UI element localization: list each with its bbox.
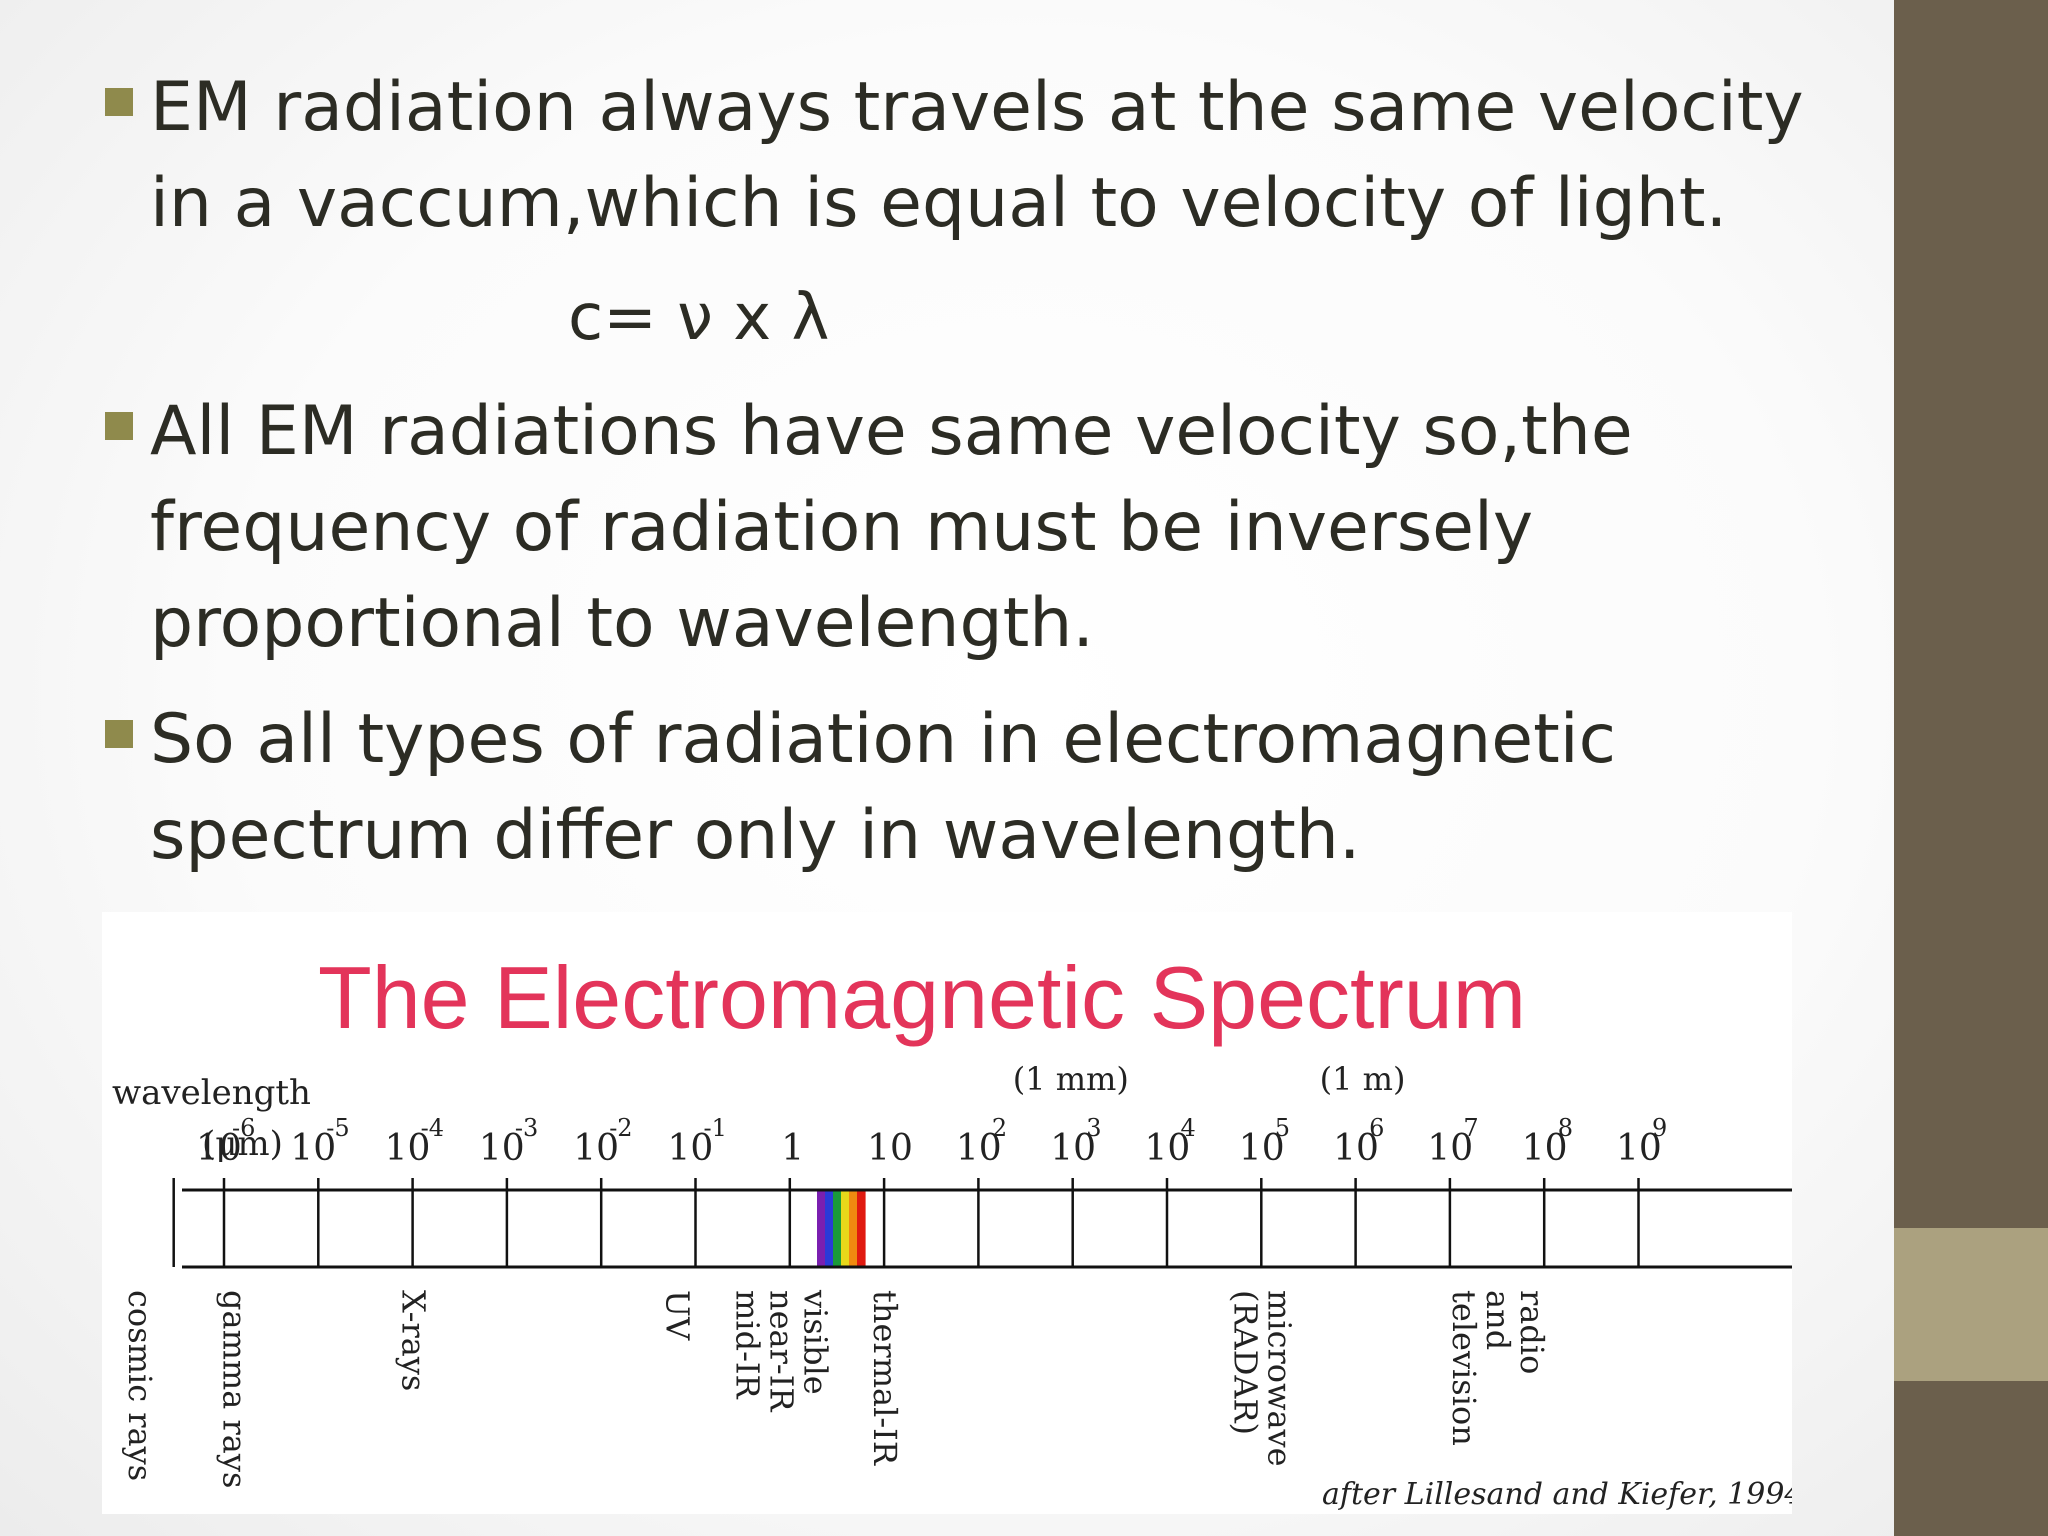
tick-label-exponent: 8 [1558,1114,1573,1142]
spectrum-title: The Electromagnetic Spectrum [317,948,1527,1047]
region-label: microwave [1260,1290,1298,1467]
one-m-marker: (1 m) [1320,1060,1406,1098]
tick-label-exponent: 9 [1652,1114,1667,1142]
tick-label-exponent: -4 [421,1114,444,1142]
tick-label-exponent: 6 [1369,1114,1384,1142]
em-spectrum-figure: The Electromagnetic Spectrum wavelength (… [102,912,1792,1514]
sidebar-accent [1894,1228,2048,1381]
visible-band-stripe [817,1190,826,1267]
region-label: visible [796,1289,834,1395]
visible-band-stripe [841,1190,850,1267]
region-label: radio [1513,1290,1551,1374]
region-label: X-rays [395,1290,433,1391]
visible-band-stripe [833,1190,842,1267]
bullet-marker [105,88,133,116]
bullet-text-3: So all types of radiation in electromagn… [150,700,1617,875]
tick-label-exponent: -6 [232,1114,255,1142]
tick-label-exponent: 5 [1275,1114,1290,1142]
visible-band-stripe [849,1190,858,1267]
tick-label-exponent: 7 [1463,1114,1478,1142]
tick-label: 10 [867,1128,913,1169]
tick-label-exponent: 2 [992,1114,1007,1142]
wavelength-label: wavelength [112,1073,311,1113]
region-label: near-IR [762,1290,800,1412]
tick-label: 1 [781,1128,804,1169]
spectrum-diagram: wavelength(μm)(1 mm) (1 m)10-6 10-5 10-4 10-… [112,1060,1792,1512]
tick-label: 10 [668,1128,714,1169]
region-label: mid-IR [728,1290,766,1400]
region-label: (RADAR) [1226,1290,1264,1435]
tick-label: 10 [1333,1128,1379,1169]
tick-label: 10 [196,1128,242,1169]
velocity-formula: c= ν x λ [568,281,830,355]
tick-label: 10 [1522,1128,1568,1169]
tick-label: 10 [1239,1128,1285,1169]
tick-label: 10 [573,1128,619,1169]
tick-label: 10 [1427,1128,1473,1169]
visible-band-stripe [825,1190,834,1267]
tick-label: 10 [1050,1128,1096,1169]
tick-label-exponent: -5 [326,1114,349,1142]
visible-band-stripe [857,1190,866,1267]
bullet-marker [105,720,133,748]
tick-label: 10 [1145,1128,1191,1169]
bullet-marker [105,412,133,440]
tick-label-exponent: 4 [1181,1114,1196,1142]
region-label: cosmic rays [121,1290,159,1481]
one-mm-marker: (1 mm) [1013,1060,1129,1098]
region-label: television [1445,1290,1483,1446]
tick-label-exponent: -2 [609,1114,632,1142]
tick-label: 10 [385,1128,431,1169]
region-label: and [1479,1290,1517,1350]
region-label: gamma rays [215,1290,253,1488]
tick-label: 10 [479,1128,525,1169]
tick-label: 10 [956,1128,1002,1169]
region-label: thermal-IR [866,1290,904,1466]
micrometer-unit-label: (μm) [202,1124,283,1164]
bullet-text-1: EM radiation always travels at the same … [150,68,1804,243]
tick-label-exponent: 3 [1086,1114,1101,1142]
tick-label-exponent: -1 [704,1114,727,1142]
figure-credit: after Lillesand and Kiefer, 1994 [1322,1477,1792,1512]
tick-label: 10 [1616,1128,1662,1169]
tick-label-exponent: -3 [515,1114,538,1142]
region-label: UV [659,1290,697,1341]
bullet-text-2: All EM radiations have same velocity so,… [150,392,1633,663]
tick-label: 10 [290,1128,336,1169]
